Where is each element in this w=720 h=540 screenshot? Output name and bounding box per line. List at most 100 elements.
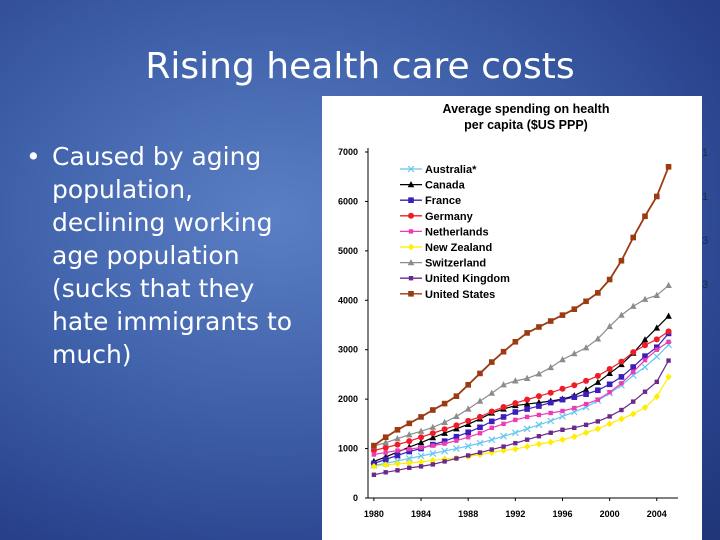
x-tick-label: 1984	[411, 509, 431, 519]
data-point	[406, 448, 413, 455]
data-point	[429, 430, 436, 437]
data-point	[476, 397, 484, 404]
legend-item: Switzerland	[400, 258, 486, 270]
data-point	[559, 312, 566, 318]
data-point	[429, 434, 437, 441]
data-point	[488, 389, 496, 396]
data-point	[559, 396, 566, 403]
data-point	[453, 433, 460, 440]
data-point	[607, 390, 612, 395]
data-point	[442, 441, 447, 446]
legend-label: United Kingdom	[425, 273, 510, 285]
data-point	[512, 377, 519, 384]
data-point	[523, 400, 531, 407]
y-tick-label: 3000	[338, 345, 358, 355]
chart-panel: Average spending on health per capita ($…	[322, 96, 702, 540]
data-point	[501, 421, 506, 427]
data-point	[571, 382, 578, 389]
data-point	[547, 399, 554, 406]
data-point	[382, 439, 389, 446]
data-point	[464, 405, 472, 412]
data-point	[582, 386, 590, 393]
data-point	[559, 413, 566, 420]
y-tick-label: 7000	[338, 147, 358, 157]
legend: Australia* Canada France Germany Netherlands…	[400, 164, 510, 301]
data-point	[382, 434, 389, 441]
data-point	[430, 407, 436, 413]
series-germany	[370, 328, 672, 454]
data-point	[476, 413, 483, 420]
x-tick-label: 1988	[458, 509, 478, 519]
data-point	[665, 164, 672, 170]
data-point	[630, 410, 637, 418]
data-point	[370, 447, 377, 454]
data-point	[536, 434, 542, 439]
legend-swatch-marker	[408, 276, 414, 281]
data-point	[465, 429, 471, 436]
legend-item: France	[400, 195, 461, 207]
data-point	[523, 443, 531, 450]
data-point	[571, 306, 578, 312]
data-point	[383, 470, 388, 475]
data-point	[500, 447, 507, 454]
data-point	[407, 446, 412, 452]
data-point	[512, 445, 519, 453]
data-point	[406, 438, 413, 445]
data-point	[618, 257, 625, 264]
data-point	[594, 372, 601, 379]
data-point	[630, 364, 637, 370]
data-point	[383, 450, 388, 455]
data-point	[536, 324, 542, 330]
data-point	[665, 373, 672, 381]
data-point	[453, 393, 460, 399]
axes: 0 1000 2000 3000 4000 5000 6000 7000 1980 1984 198…	[338, 147, 678, 519]
data-point	[570, 350, 578, 357]
edge-mark-1: 1	[702, 147, 708, 159]
data-point	[477, 450, 483, 455]
data-point	[477, 424, 483, 431]
data-point	[547, 417, 555, 425]
data-point	[572, 405, 577, 411]
data-point	[642, 213, 648, 220]
data-point	[618, 374, 625, 380]
legend-label: United States	[425, 289, 495, 301]
data-point	[513, 417, 518, 423]
data-point	[430, 462, 436, 467]
series-new-zealand	[370, 373, 672, 470]
data-point	[547, 318, 554, 324]
data-point	[394, 426, 401, 433]
data-point	[371, 442, 377, 449]
data-point	[594, 378, 602, 385]
data-point	[488, 436, 496, 444]
data-point	[500, 404, 507, 411]
data-point	[500, 414, 507, 420]
data-point	[653, 324, 661, 331]
series-united-kingdom	[371, 358, 671, 477]
data-point	[406, 459, 413, 467]
data-point	[524, 396, 531, 403]
series-france	[371, 330, 672, 467]
legend-swatch-marker	[408, 197, 414, 203]
data-point	[535, 393, 542, 400]
line-chart: Average spending on health per capita ($…	[338, 102, 678, 519]
data-point	[559, 385, 566, 392]
data-point	[535, 421, 543, 429]
data-point	[441, 418, 448, 425]
data-point	[441, 455, 448, 463]
legend-label: Germany	[425, 211, 474, 223]
data-point	[465, 382, 471, 388]
data-point	[535, 370, 543, 377]
data-point	[395, 468, 400, 473]
data-point	[524, 406, 530, 412]
legend-item: United States	[400, 289, 495, 301]
x-tick-label: 1992	[505, 509, 525, 519]
data-point	[548, 410, 553, 416]
data-point	[500, 381, 507, 388]
data-point	[477, 370, 483, 377]
y-tick-label: 2000	[338, 394, 358, 404]
data-point	[560, 427, 565, 432]
data-point	[382, 444, 389, 451]
data-point	[629, 302, 637, 309]
data-point	[583, 401, 589, 407]
x-tick-label: 2000	[600, 509, 620, 519]
